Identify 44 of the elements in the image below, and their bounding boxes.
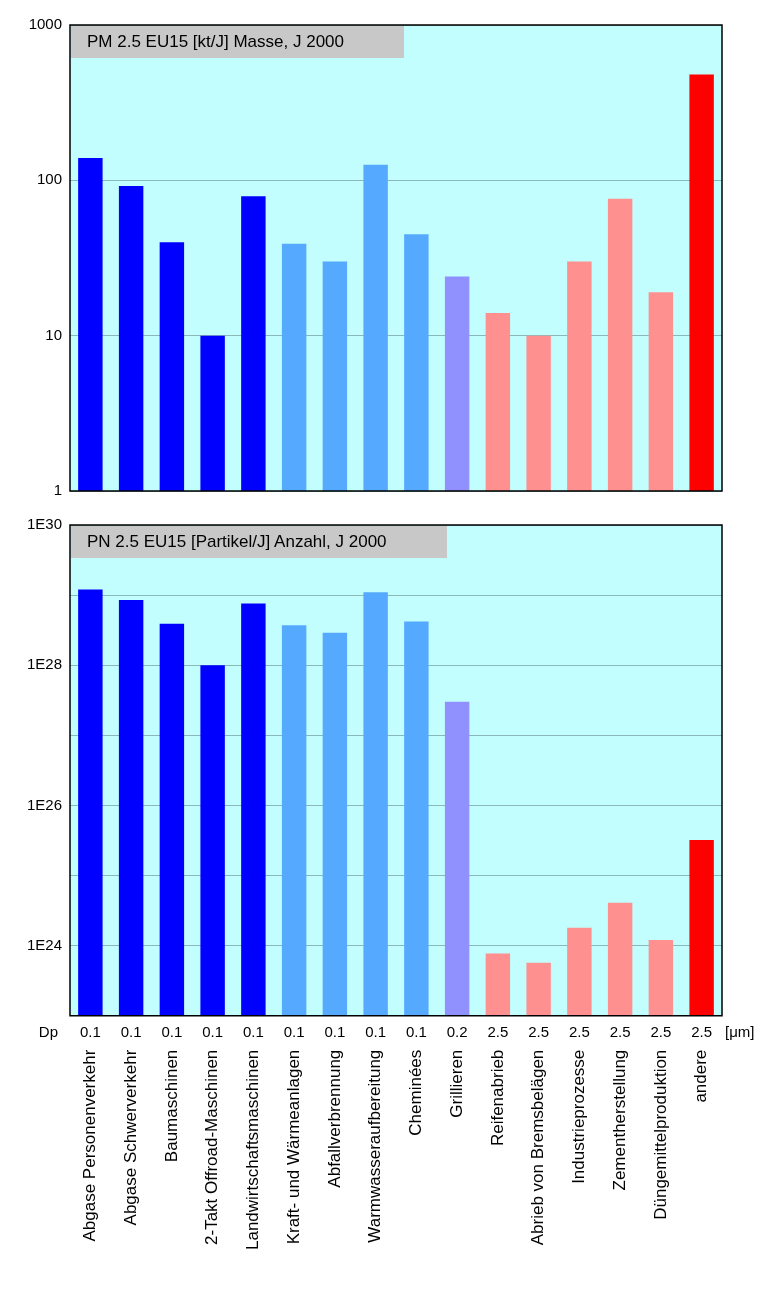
y-tick-label: 1E28 — [26, 655, 62, 673]
text: 2.5 — [487, 1022, 509, 1040]
y-tick-label: 1000 — [28, 15, 62, 33]
y-tick-label: 1 — [53, 481, 62, 499]
x-tick-label: Abgase Schwerverkehr — [120, 1049, 140, 1226]
title-panel: PN 2.5 EU15 [Partikel/J] Anzahl, J 2000 — [71, 526, 447, 558]
text: 2.5 — [528, 1022, 550, 1040]
text: 0.1 — [365, 1022, 387, 1040]
x-tick-label: Abrieb von Bremsbelägen — [528, 1049, 548, 1246]
text: 0.1 — [283, 1022, 305, 1040]
text: 0.1 — [202, 1022, 224, 1040]
title-panel: PM 2.5 EU15 [kt/J] Masse, J 2000 — [71, 26, 404, 58]
text: 2.5 — [691, 1022, 713, 1040]
x-tick-label: Landwirtschaftsmaschinen — [243, 1049, 263, 1251]
x-tick-label: andere — [691, 1049, 711, 1103]
text: 2.5 — [568, 1022, 590, 1040]
x-tick-label: Abfallverbrennung — [324, 1049, 344, 1188]
text: 0.1 — [242, 1022, 264, 1040]
x-tick-label: Cheminées — [406, 1049, 426, 1136]
x-tick-label: Grillieren — [446, 1049, 466, 1118]
x-tick-label: Kraft- und Wärmeanlagen — [283, 1049, 303, 1245]
text: Dp — [38, 1022, 58, 1040]
y-tick-label: 1E26 — [26, 795, 62, 813]
text: 0.2 — [446, 1022, 468, 1040]
text: 0.1 — [405, 1022, 427, 1040]
x-tick-label: Zementherstellung — [609, 1049, 629, 1191]
x-tick-label: Abgase Personenverkehr — [80, 1049, 100, 1242]
text: 0.1 — [79, 1022, 101, 1040]
x-tick-label: Reifenabrieb — [487, 1049, 507, 1147]
x-tick-label: Baumaschinen — [161, 1049, 181, 1163]
y-tick-label: 1E24 — [26, 935, 62, 953]
text: 0.1 — [161, 1022, 183, 1040]
y-tick-label: 100 — [36, 170, 62, 188]
y-tick-label: 10 — [45, 325, 62, 343]
y-tick-label: 1E30 — [26, 515, 62, 533]
text: [μm] — [725, 1022, 755, 1040]
x-tick-label: Warmwasseraufbereitung — [365, 1049, 385, 1243]
x-tick-label: 2-Takt Offroad-Maschinen — [202, 1049, 222, 1245]
text: 2.5 — [650, 1022, 672, 1040]
x-tick-label: Industrieprozesse — [569, 1049, 589, 1184]
text: 0.1 — [324, 1022, 346, 1040]
text: 2.5 — [609, 1022, 631, 1040]
text: 0.1 — [120, 1022, 142, 1040]
x-tick-label: Düngemittelproduktion — [650, 1049, 670, 1220]
